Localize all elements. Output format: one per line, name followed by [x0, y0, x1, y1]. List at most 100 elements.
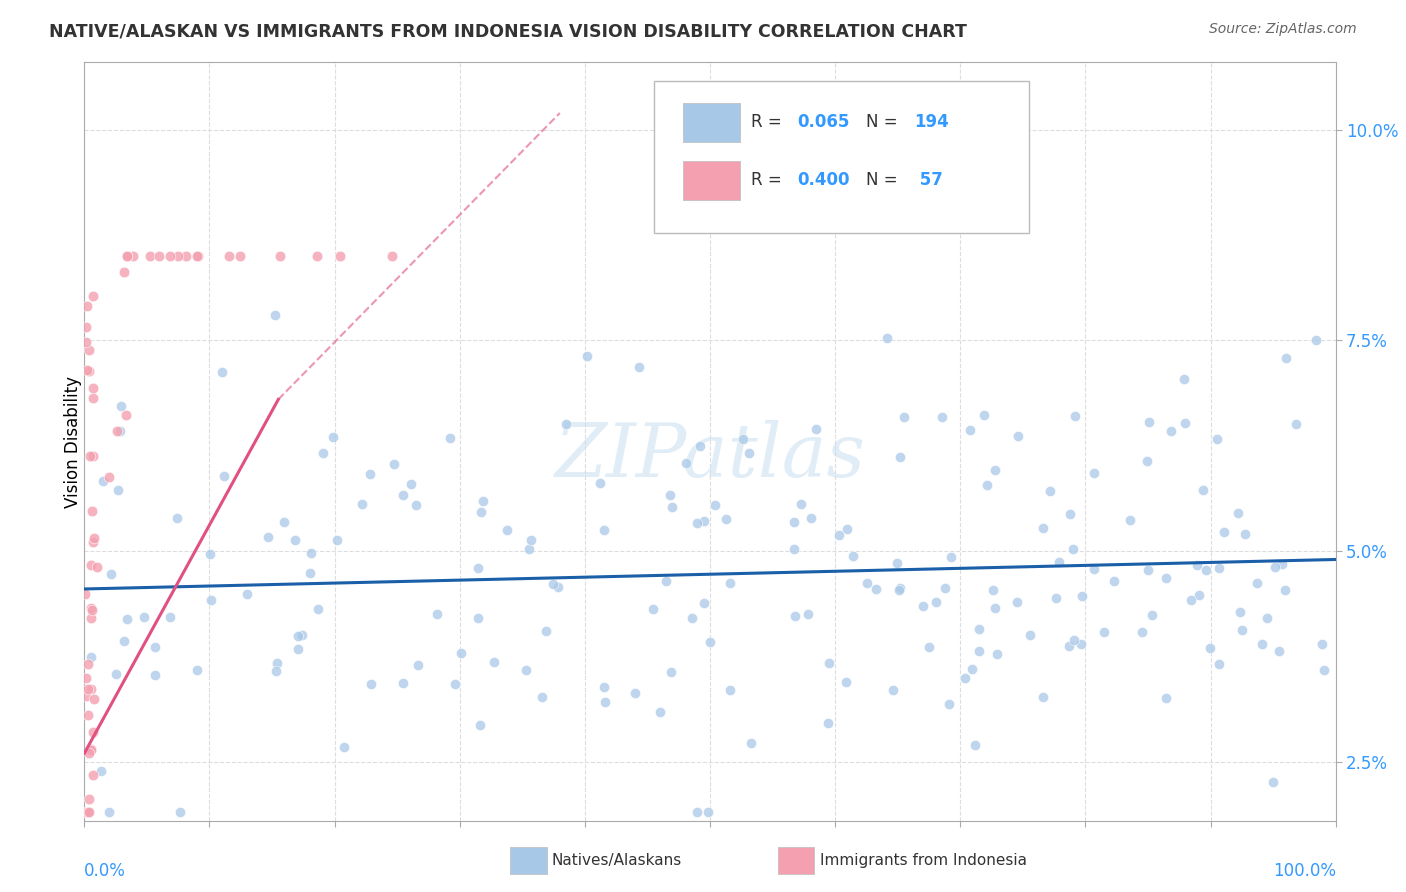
Point	[77, 364, 100, 378]
Point	[73, 805, 96, 820]
Point	[1208, 657, 1230, 671]
Point	[520, 533, 543, 547]
Point	[627, 359, 650, 374]
Point	[658, 488, 681, 502]
Point	[689, 439, 711, 453]
Text: N =: N =	[866, 113, 903, 131]
Point	[312, 446, 335, 460]
Point	[686, 516, 709, 530]
Point	[200, 593, 222, 607]
Point	[143, 640, 166, 654]
Point	[969, 623, 991, 637]
Point	[939, 549, 962, 564]
Point	[593, 680, 616, 694]
Point	[359, 467, 381, 481]
Point	[517, 541, 540, 556]
Point	[291, 628, 314, 642]
Point	[547, 581, 569, 595]
Point	[470, 505, 492, 519]
Point	[1310, 637, 1333, 651]
Point	[1185, 558, 1208, 573]
Point	[229, 249, 252, 263]
Point	[82, 392, 104, 406]
Point	[893, 410, 915, 425]
Point	[981, 582, 1004, 597]
Point	[105, 424, 128, 438]
Point	[1188, 588, 1211, 602]
Point	[439, 432, 461, 446]
Point	[235, 587, 257, 601]
Point	[83, 531, 105, 545]
Point	[1019, 628, 1042, 642]
Point	[1154, 571, 1177, 585]
Point	[117, 612, 139, 626]
Point	[212, 468, 235, 483]
Point	[1071, 589, 1094, 603]
Point	[444, 676, 467, 690]
Text: NATIVE/ALASKAN VS IMMIGRANTS FROM INDONESIA VISION DISABILITY CORRELATION CHART: NATIVE/ALASKAN VS IMMIGRANTS FROM INDONE…	[49, 22, 967, 40]
Point	[965, 738, 987, 752]
Point	[174, 249, 197, 263]
Point	[186, 663, 208, 677]
Point	[392, 488, 415, 502]
Text: 0.065: 0.065	[797, 113, 851, 131]
Point	[73, 587, 96, 601]
Point	[1032, 521, 1054, 535]
Point	[983, 463, 1005, 477]
Point	[515, 663, 537, 677]
Text: 0.400: 0.400	[797, 171, 851, 189]
Point	[886, 556, 908, 570]
Point	[467, 560, 489, 574]
Point	[169, 805, 191, 820]
Point	[329, 249, 352, 263]
Point	[110, 400, 132, 414]
Point	[333, 740, 356, 755]
Point	[804, 421, 827, 435]
Point	[266, 656, 288, 670]
Point	[624, 685, 647, 699]
Point	[100, 566, 122, 581]
Text: 57: 57	[914, 171, 943, 189]
Point	[75, 690, 97, 704]
Point	[132, 609, 155, 624]
Point	[83, 691, 105, 706]
Point	[731, 432, 754, 446]
Point	[593, 695, 616, 709]
Point	[911, 599, 934, 614]
Point	[299, 566, 322, 580]
Point	[325, 533, 347, 547]
Point	[450, 646, 472, 660]
Point	[1268, 644, 1291, 658]
Point	[1192, 483, 1215, 497]
Point	[82, 381, 104, 395]
Point	[1130, 625, 1153, 640]
Point	[305, 249, 328, 263]
Point	[80, 603, 103, 617]
Point	[79, 449, 101, 463]
Point	[834, 675, 856, 690]
Point	[1305, 333, 1327, 347]
Point	[308, 602, 330, 616]
Point	[82, 535, 104, 549]
Point	[543, 576, 565, 591]
Point	[740, 736, 762, 750]
FancyBboxPatch shape	[654, 81, 1029, 233]
Point	[1083, 466, 1105, 480]
Point	[697, 805, 720, 820]
Point	[77, 805, 100, 820]
Point	[1180, 593, 1202, 607]
Point	[80, 742, 103, 756]
Point	[699, 634, 721, 648]
Point	[73, 805, 96, 820]
Text: R =: R =	[751, 171, 787, 189]
Point	[112, 265, 135, 279]
Point	[1256, 611, 1278, 625]
Point	[1039, 484, 1062, 499]
Point	[77, 746, 100, 760]
Point	[1232, 623, 1254, 637]
Point	[960, 662, 983, 676]
Point	[392, 675, 415, 690]
Point	[82, 289, 104, 303]
Point	[1136, 563, 1159, 577]
Point	[1119, 513, 1142, 527]
